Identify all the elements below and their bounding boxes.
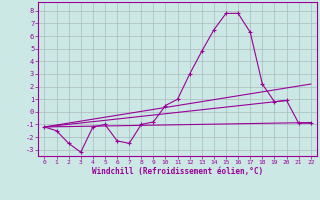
X-axis label: Windchill (Refroidissement éolien,°C): Windchill (Refroidissement éolien,°C) [92, 167, 263, 176]
